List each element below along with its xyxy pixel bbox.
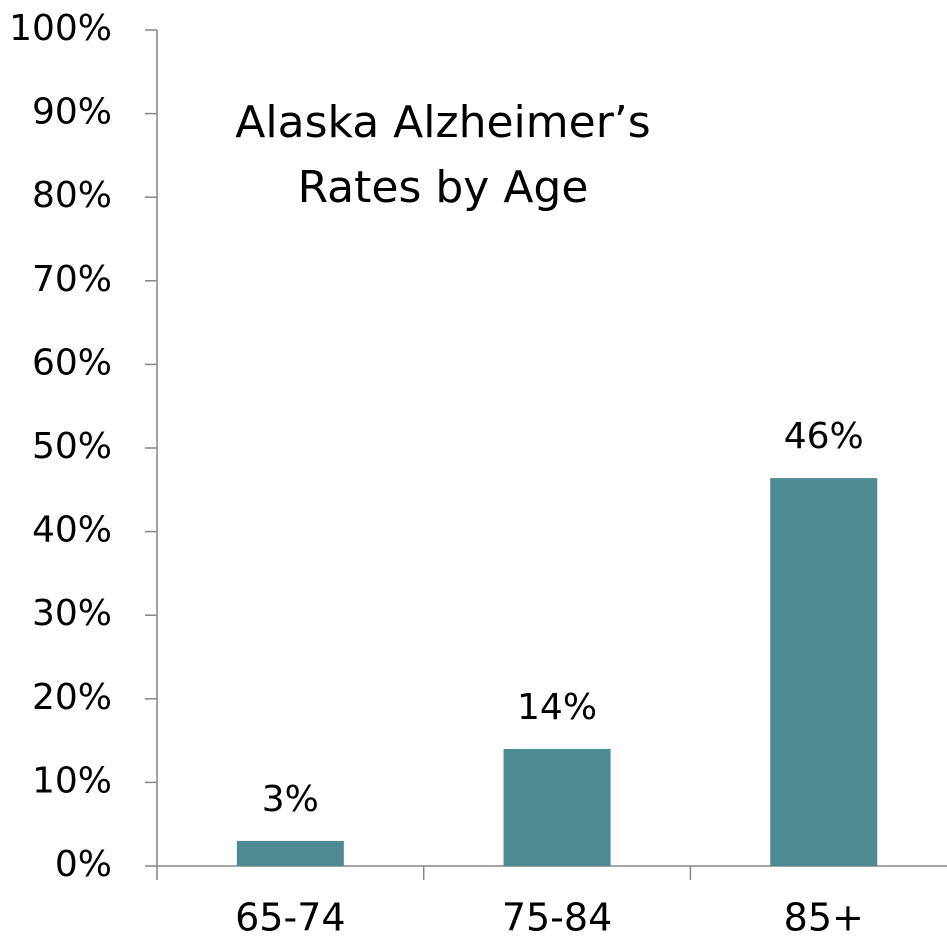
y-tick-label: 0% [55,844,112,885]
bar [503,748,611,866]
chart-title: Rates by Age [298,162,589,213]
data-label: 3% [262,779,319,820]
y-tick-label: 80% [32,175,112,216]
x-tick-label: 85+ [784,896,864,940]
bar [236,840,344,866]
y-tick-label: 60% [32,342,112,383]
y-tick-label: 40% [32,510,112,551]
chart-title: Alaska Alzheimer’s [235,97,650,148]
y-tick-label: 30% [32,593,112,634]
x-tick-label: 75-84 [502,896,612,940]
x-tick-label: 65-74 [235,896,345,940]
y-tick-label: 50% [32,426,112,467]
bar [770,478,878,866]
y-tick-label: 100% [9,8,112,49]
data-label: 46% [784,416,864,457]
y-tick-label: 20% [32,677,112,718]
y-tick-label: 70% [32,259,112,300]
y-tick-label: 10% [32,760,112,801]
y-tick-label: 90% [32,92,112,133]
data-label: 14% [517,687,597,728]
